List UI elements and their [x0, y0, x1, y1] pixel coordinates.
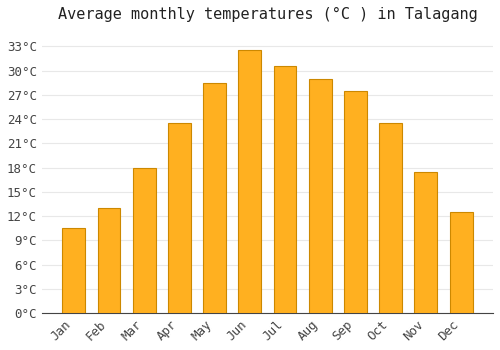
Bar — [274, 66, 296, 313]
Bar — [238, 50, 262, 313]
Bar — [414, 172, 438, 313]
Bar — [98, 208, 120, 313]
Bar — [379, 123, 402, 313]
Bar — [203, 83, 226, 313]
Bar — [450, 212, 472, 313]
Bar — [309, 79, 332, 313]
Bar — [132, 168, 156, 313]
Bar — [168, 123, 191, 313]
Title: Average monthly temperatures (°C ) in Talagang: Average monthly temperatures (°C ) in Ta… — [58, 7, 478, 22]
Bar — [62, 228, 85, 313]
Bar — [344, 91, 367, 313]
